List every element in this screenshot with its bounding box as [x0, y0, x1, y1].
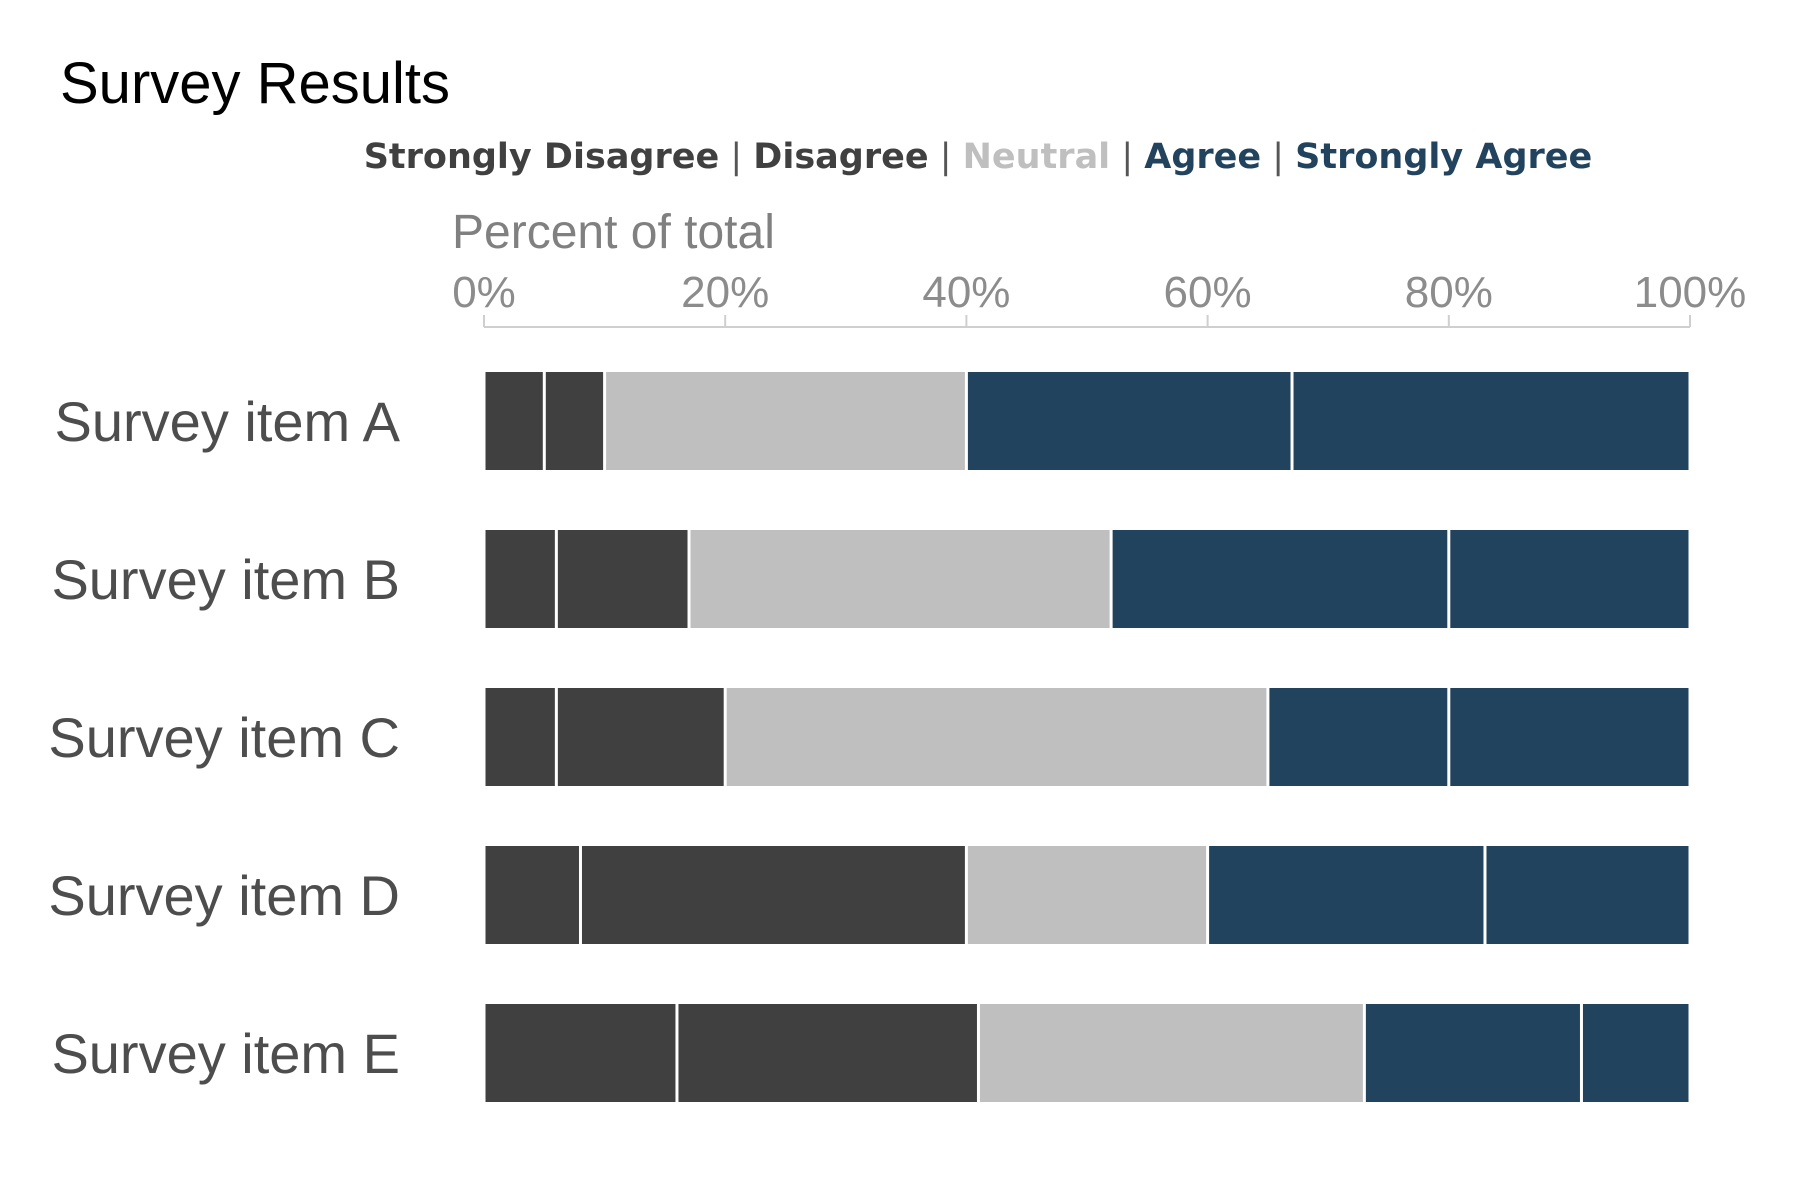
category-label: Survey item E	[51, 1022, 400, 1085]
bar-segment	[967, 372, 1291, 470]
bar-segment	[1486, 846, 1689, 944]
bar-segment	[726, 688, 1267, 786]
x-tick-label: 60%	[1164, 268, 1252, 317]
legend-item: Neutral	[963, 137, 1111, 177]
bar-segment	[606, 372, 965, 470]
bar-segment	[485, 372, 543, 470]
category-label: Survey item A	[55, 390, 401, 453]
bars-area	[485, 372, 1689, 1102]
category-label: Survey item D	[48, 864, 400, 927]
legend-item: Strongly Disagree	[364, 137, 720, 177]
bar-segment	[1450, 530, 1689, 628]
x-axis-title: Percent of total	[452, 206, 775, 259]
bar-segment	[557, 688, 724, 786]
bar-segment	[545, 372, 604, 470]
category-label: Survey item B	[51, 548, 400, 611]
bar-segment	[979, 1004, 1363, 1102]
bar-segment	[485, 1004, 676, 1102]
legend-separator: |	[719, 137, 753, 177]
legend: Strongly Disagree | Disagree | Neutral |…	[364, 137, 1593, 177]
bar-segment	[485, 688, 555, 786]
bar-segment	[1209, 846, 1484, 944]
legend-separator: |	[1110, 137, 1144, 177]
legend-item: Agree	[1144, 137, 1261, 177]
bar-segment	[1582, 1004, 1689, 1102]
chart-title: Survey Results	[60, 51, 450, 116]
x-axis: 0% 20% 40% 60% 80% 100%	[452, 268, 1747, 328]
bar-segment	[557, 530, 688, 628]
x-tick-label: 80%	[1405, 268, 1493, 317]
category-label: Survey item C	[48, 706, 400, 769]
legend-separator: |	[1261, 137, 1295, 177]
x-tick-label: 20%	[681, 268, 769, 317]
bar-segment	[1293, 372, 1689, 470]
legend-item: Strongly Agree	[1295, 137, 1592, 177]
bar-segment	[581, 846, 965, 944]
bar-segment	[1365, 1004, 1580, 1102]
bar-segment	[678, 1004, 977, 1102]
x-tick-label: 100%	[1634, 268, 1747, 317]
x-tick-label: 40%	[922, 268, 1010, 317]
bar-segment	[1112, 530, 1448, 628]
bar-segment	[485, 530, 555, 628]
legend-separator: |	[929, 137, 963, 177]
bar-segment	[1450, 688, 1689, 786]
y-axis-labels: Survey item A Survey item B Survey item C S…	[48, 390, 400, 1085]
x-tick-label: 0%	[452, 268, 516, 317]
bar-segment	[690, 530, 1110, 628]
bar-segment	[1269, 688, 1448, 786]
bar-segment	[485, 846, 579, 944]
legend-item: Disagree	[753, 137, 928, 177]
bar-segment	[967, 846, 1207, 944]
